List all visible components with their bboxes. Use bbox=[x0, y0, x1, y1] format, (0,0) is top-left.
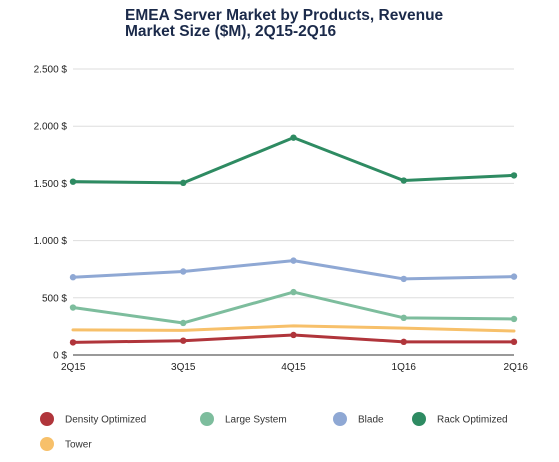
series-density-optimized bbox=[69, 331, 518, 346]
data-point bbox=[510, 172, 518, 179]
data-point bbox=[69, 178, 77, 185]
chart-title: EMEA Server Market by Products, Revenue … bbox=[125, 8, 545, 40]
data-point bbox=[510, 315, 518, 323]
y-tick-label: 1.500 $ bbox=[34, 179, 68, 190]
series-group bbox=[69, 134, 518, 346]
series-tower bbox=[71, 324, 516, 333]
x-tick-label: 2Q15 bbox=[61, 362, 86, 373]
series-blade bbox=[69, 257, 518, 283]
x-tick-label: 2Q16 bbox=[504, 362, 529, 373]
y-tick-label: 1.000 $ bbox=[34, 236, 68, 247]
chart-title-line-1: EMEA Server Market by Products, Revenue bbox=[125, 7, 444, 24]
data-point bbox=[290, 257, 297, 264]
legend-label: Tower bbox=[65, 440, 92, 451]
legend-item-density-optimized: Density Optimized bbox=[40, 412, 146, 426]
legend-label: Blade bbox=[358, 415, 384, 426]
data-point bbox=[290, 288, 297, 296]
data-point bbox=[180, 319, 187, 327]
legend-item-tower: Tower bbox=[40, 437, 92, 451]
chart-title-line-2: Market Size ($M), 2Q15-2Q16 bbox=[125, 23, 337, 40]
data-point bbox=[510, 338, 518, 346]
data-point bbox=[69, 304, 77, 311]
series-large-system bbox=[69, 288, 518, 327]
series-rack-optimized bbox=[69, 134, 518, 187]
legend-swatch bbox=[412, 412, 426, 426]
legend-label: Rack Optimized bbox=[437, 415, 508, 426]
x-tick-label: 4Q15 bbox=[281, 362, 306, 373]
x-tick-label: 3Q15 bbox=[171, 362, 196, 373]
y-axis-ticks: 0 $ 500 $ 1.000 $ 1.500 $ 2.000 $ 2.500 $ bbox=[34, 65, 68, 362]
data-point bbox=[69, 339, 77, 346]
legend: Density Optimized Large System Blade Rack O… bbox=[40, 412, 508, 451]
legend-swatch bbox=[40, 437, 54, 451]
data-point bbox=[290, 134, 297, 141]
data-point bbox=[180, 179, 187, 187]
data-point bbox=[400, 338, 407, 346]
x-tick-label: 1Q16 bbox=[392, 362, 417, 373]
y-tick-label: 2.000 $ bbox=[34, 122, 68, 133]
data-point bbox=[400, 314, 407, 322]
grid-lines bbox=[73, 68, 514, 356]
legend-label: Density Optimized bbox=[65, 415, 146, 426]
legend-swatch bbox=[40, 412, 54, 426]
data-point bbox=[400, 177, 407, 184]
data-point bbox=[510, 273, 518, 280]
legend-item-large-system: Large System bbox=[200, 412, 287, 426]
y-tick-label: 2.500 $ bbox=[34, 65, 68, 76]
series-line-tower bbox=[71, 324, 516, 333]
legend-swatch bbox=[333, 412, 347, 426]
y-tick-label: 500 $ bbox=[42, 293, 67, 304]
legend-item-blade: Blade bbox=[333, 412, 384, 426]
data-point bbox=[69, 274, 77, 281]
y-tick-label: 0 $ bbox=[53, 351, 67, 362]
legend-label: Large System bbox=[225, 415, 287, 426]
legend-swatch bbox=[200, 412, 214, 426]
series-line-large-system bbox=[71, 290, 516, 325]
series-line-rack-optimized bbox=[71, 136, 516, 185]
data-point bbox=[400, 275, 407, 283]
x-axis-ticks: 2Q15 3Q15 4Q15 1Q16 2Q16 bbox=[61, 362, 528, 373]
data-point bbox=[180, 268, 187, 275]
data-point bbox=[180, 337, 187, 344]
data-point bbox=[290, 331, 297, 339]
legend-item-rack-optimized: Rack Optimized bbox=[412, 412, 508, 426]
